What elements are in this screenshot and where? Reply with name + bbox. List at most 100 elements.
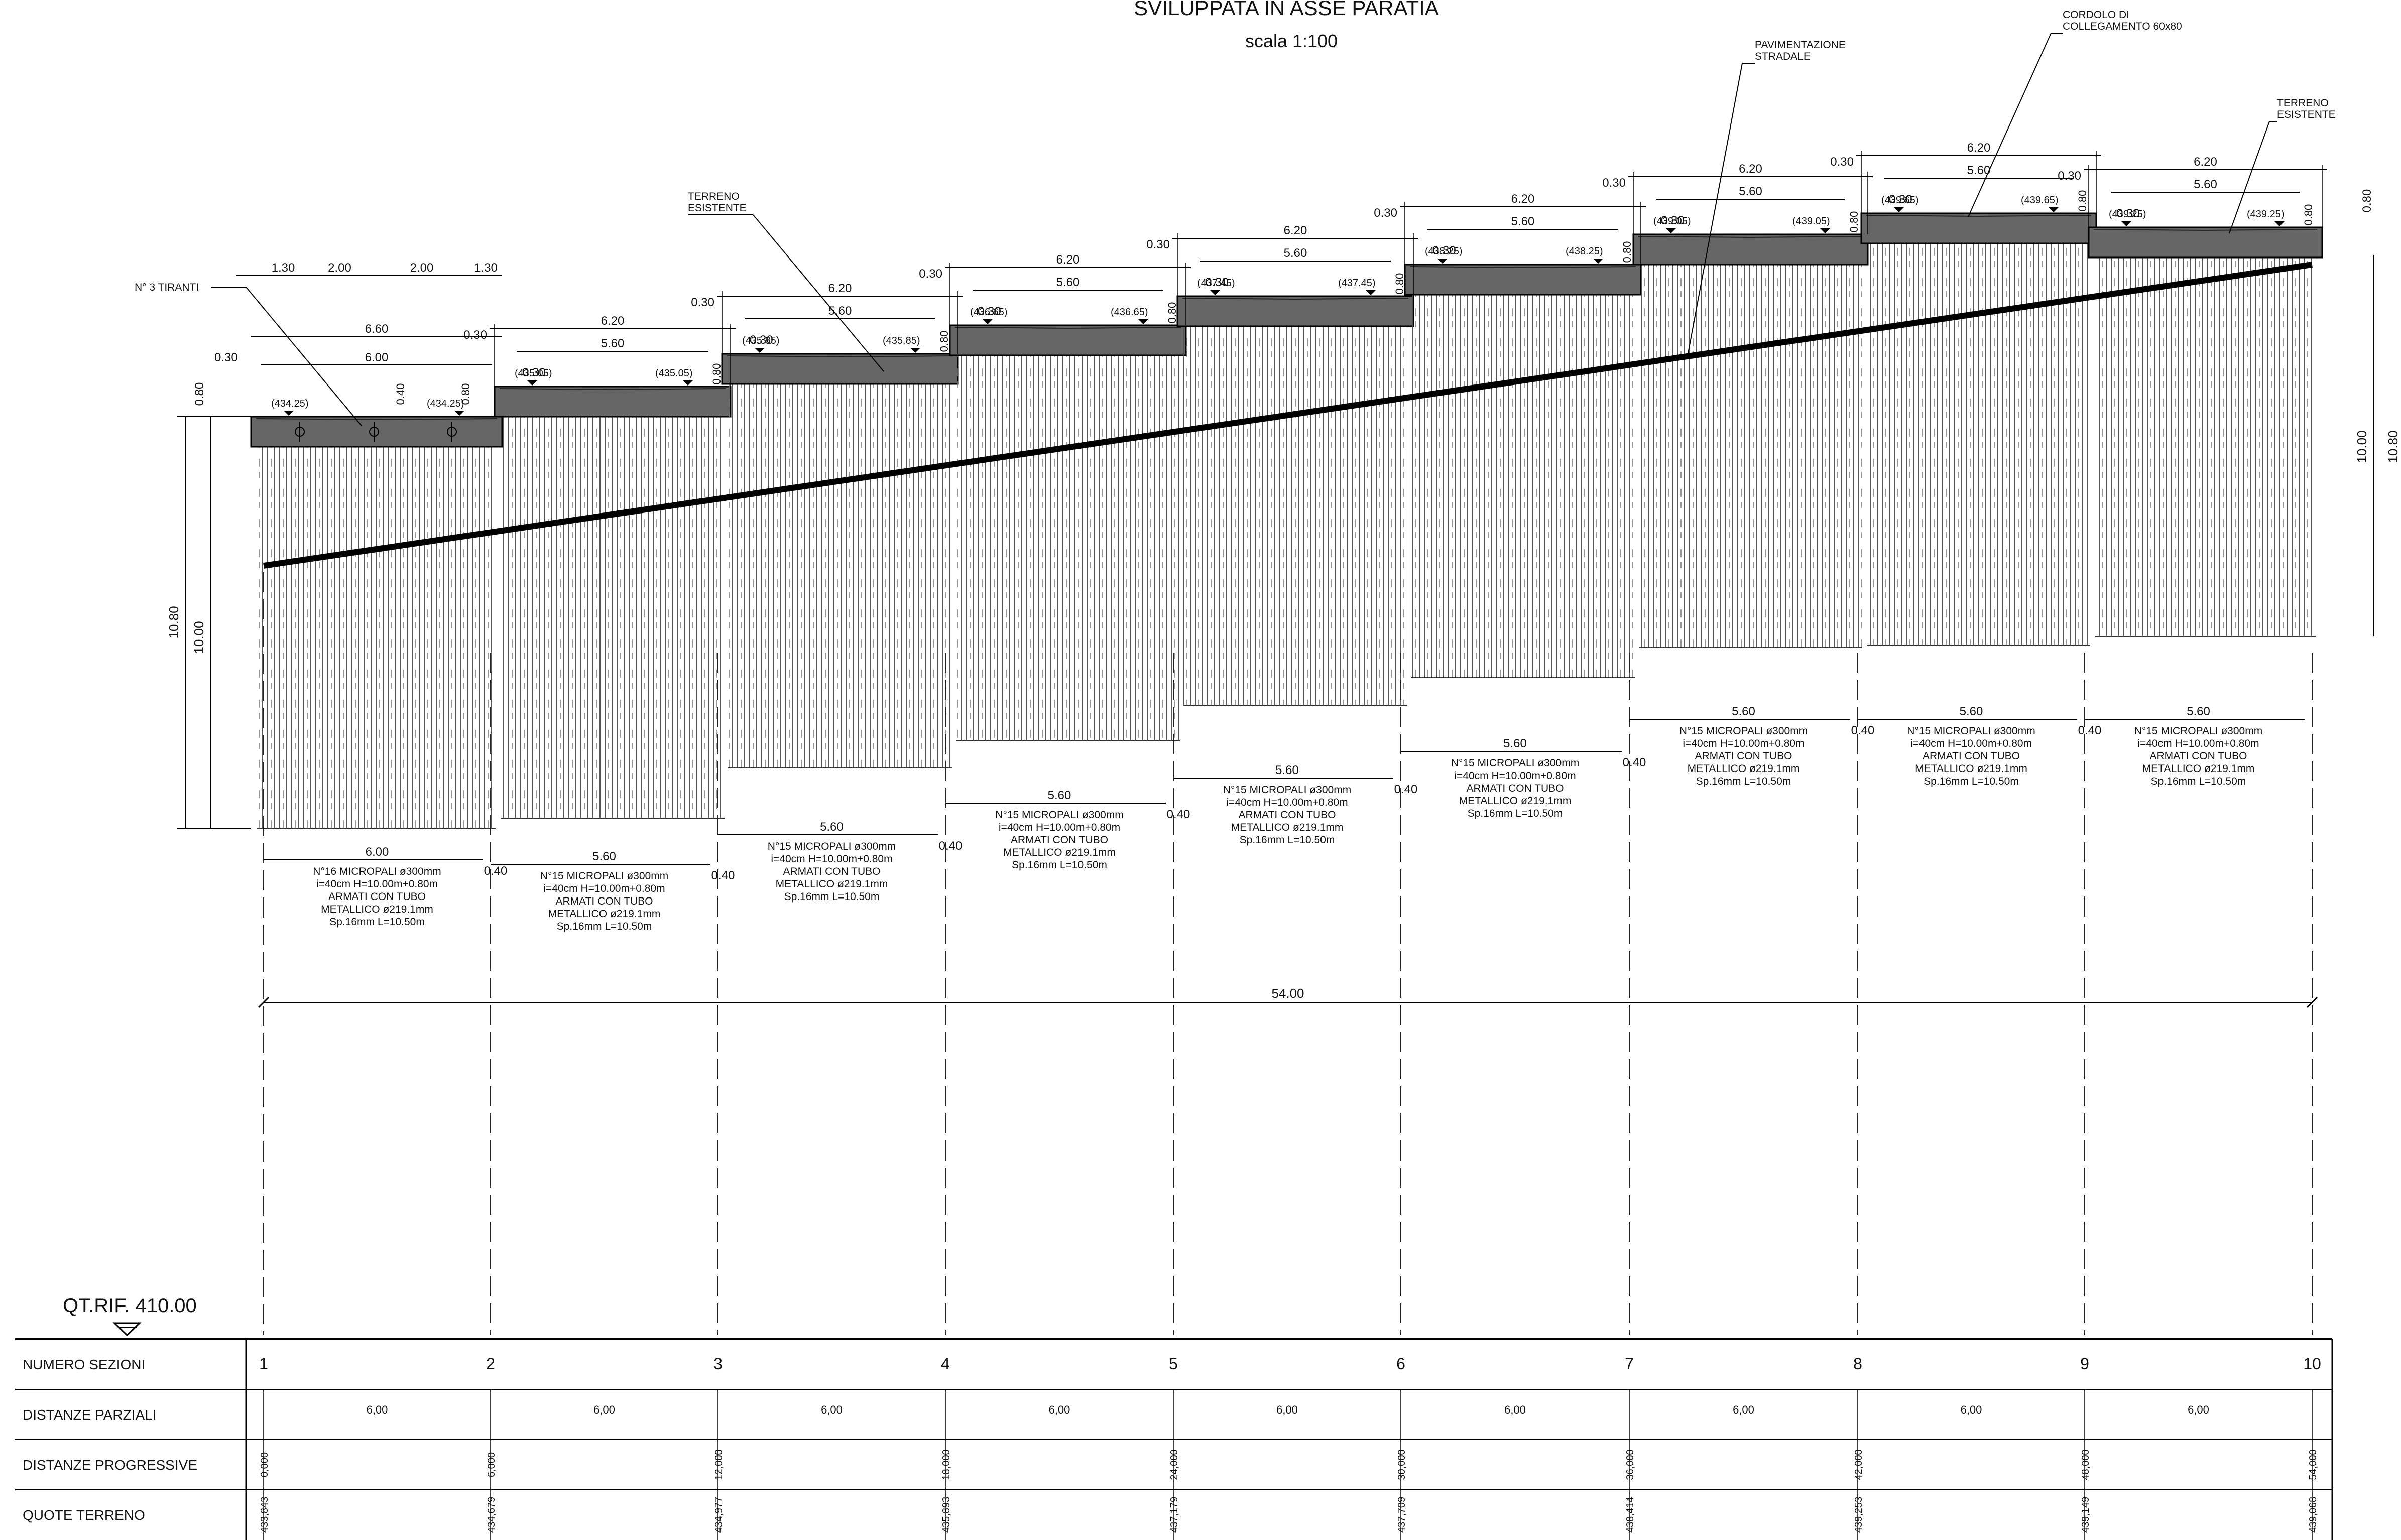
inner-dimension-label: 5.60 xyxy=(1284,246,1307,260)
cordolo-line2: COLLEGAMENTO 60x80 xyxy=(2063,21,2182,32)
table-row-header: QUOTE TERRENO xyxy=(23,1507,145,1523)
partial-distance: 6,00 xyxy=(1961,1403,1982,1416)
height-dimension-label: 0.80 xyxy=(1621,241,1633,263)
edge-dimension-label: 0.30 xyxy=(2058,169,2081,183)
capping-beam xyxy=(721,353,959,385)
micropile-note: ARMATI CON TUBO xyxy=(555,895,653,907)
height-dimension-label: 0.80 xyxy=(1166,302,1178,324)
road-pavement xyxy=(2093,229,2318,231)
edge-dimension-label: 0.30 xyxy=(978,305,1001,318)
ground-elevation: 439,149 xyxy=(2080,1497,2091,1533)
inner-dimension-label: 5.60 xyxy=(1056,276,1080,289)
micropile-array xyxy=(1411,295,1635,678)
micropile-note: N°15 MICROPALI ø300mm xyxy=(1679,725,1808,737)
wall-segment-5: (437.45) (437.45) xyxy=(1176,278,1414,706)
progressive-distance: 24,000 xyxy=(1169,1449,1180,1480)
ground-elevation: 439,068 xyxy=(2308,1497,2319,1533)
elevation-label: (435.85) xyxy=(742,335,780,346)
segment-length-label: 6.00 xyxy=(366,845,389,859)
ground-slope-line xyxy=(263,262,2313,569)
outer-dimension-label: 6.20 xyxy=(1967,141,1991,155)
elevation-label: (439.05) xyxy=(1792,216,1830,227)
height-total-label: 10.80 xyxy=(166,606,181,638)
edge-dimension-label: 0.30 xyxy=(2116,207,2140,220)
edge-dimension-label: 0.30 xyxy=(463,328,487,342)
terreno-right-line1: TERRENO xyxy=(2277,97,2329,109)
height-right-total: 10.80 xyxy=(2385,430,2400,463)
progressive-distance: 12,000 xyxy=(713,1449,725,1480)
elevation-marker-icon xyxy=(1820,228,1830,233)
elevation-marker-icon xyxy=(683,380,693,386)
inner-dimension-label: 5.60 xyxy=(1739,185,1762,198)
micropile-note: i=40cm H=10.00m+0.80m xyxy=(999,822,1120,833)
micropile-note: ARMATI CON TUBO xyxy=(1238,809,1336,821)
micropile-note: N°15 MICROPALI ø300mm xyxy=(1451,757,1579,769)
segment-length-label: 5.60 xyxy=(1503,737,1527,750)
micropile-note: ARMATI CON TUBO xyxy=(1923,750,2020,762)
elevation-marker-icon xyxy=(1666,228,1676,233)
capping-beam xyxy=(1176,295,1414,327)
inner-dimension-label: 5.60 xyxy=(828,304,852,318)
road-pavement xyxy=(1866,215,2092,217)
height-dimension-label: 0.80 xyxy=(938,331,950,352)
micropile-note: N°15 MICROPALI ø300mm xyxy=(1223,784,1351,796)
road-pavement xyxy=(1638,236,1863,238)
micropile-note: METALLICO ø219.1mm xyxy=(776,878,888,890)
elevation-label: (437.45) xyxy=(1338,278,1376,289)
parts-dimension-label: 2.00 xyxy=(410,261,434,275)
ground-elevation: 437,179 xyxy=(1169,1497,1180,1533)
first-segment-dimensions: 1.30 2.00 2.00 1.30 6.60 6.00 0.30 0.40 0.80 xyxy=(214,261,502,442)
micropile-note: METALLICO ø219.1mm xyxy=(1003,847,1116,858)
qt-rif-label: QT.RIF. 410.00 xyxy=(63,1295,197,1317)
first-anchor-height: 0.40 xyxy=(394,383,407,405)
profile-table: NUMERO SEZIONI DISTANZE PARZIALI DISTANZE … xyxy=(15,1338,2333,1540)
first-height-label: 0.80 xyxy=(459,383,472,405)
wall-segment-7: (439.05) (439.05) xyxy=(1632,216,1869,648)
right-height-dimensions: 10.00 0.80 10.80 xyxy=(2354,189,2400,636)
total-length-label: 54.00 xyxy=(1271,986,1304,1001)
edge-dimension-label: 0.30 xyxy=(1661,214,1685,227)
wall-segment-4: (436.65) (436.65) xyxy=(949,307,1187,741)
elevation-marker-icon xyxy=(527,380,537,386)
micropile-note: ARMATI CON TUBO xyxy=(783,866,880,877)
section-number: 3 xyxy=(713,1355,723,1373)
outer-dimension-label: 6.20 xyxy=(1284,224,1307,237)
micropile-note: ARMATI CON TUBO xyxy=(1695,750,1792,762)
elevation-label: (434.25) xyxy=(271,398,309,409)
edge-dimension-label: 0.30 xyxy=(919,267,942,281)
progressive-distance: 30,000 xyxy=(1396,1449,1407,1480)
outer-dimension-label: 6.20 xyxy=(1056,253,1080,267)
gap-label: 0.40 xyxy=(2078,724,2102,737)
capping-beam xyxy=(494,386,732,418)
height-right-label: 10.00 xyxy=(2354,430,2369,463)
table-row-header: DISTANZE PROGRESSIVE xyxy=(23,1457,197,1473)
elevation-label: (435.05) xyxy=(655,368,693,379)
annotation-pavimentazione: PAVIMENTAZIONE STRADALE xyxy=(1687,39,1846,359)
elevation-marker-icon xyxy=(2121,221,2131,226)
wall-segment-8: (439.65) (439.65) xyxy=(1860,195,2097,646)
section-number: 6 xyxy=(1396,1355,1405,1373)
parts-dimension-label: 2.00 xyxy=(328,261,351,275)
wall-segment-1: (434.25) (434.25) xyxy=(250,398,503,829)
outer-dimension-label: 6.20 xyxy=(2194,155,2217,169)
height-right-cap: 0.80 xyxy=(2360,189,2374,213)
height-dimension-label: 0.80 xyxy=(710,363,723,385)
ground-elevation: 437,709 xyxy=(1396,1497,1407,1533)
partial-distance: 6,00 xyxy=(2188,1403,2209,1416)
micropile-note: i=40cm H=10.00m+0.80m xyxy=(2137,738,2259,749)
elevation-marker-icon xyxy=(1210,290,1220,295)
section-number: 1 xyxy=(259,1355,268,1373)
segment-length-label: 5.60 xyxy=(1960,705,1983,718)
left-height-dimensions: 10.80 10.00 0.80 xyxy=(166,382,251,829)
partial-distance: 6,00 xyxy=(1049,1403,1070,1416)
partial-distance: 6,00 xyxy=(593,1403,615,1416)
micropile-note: Sp.16mm L=10.50m xyxy=(1468,808,1563,819)
edge-dimension-label: 0.30 xyxy=(1205,276,1229,289)
table-row-header: DISTANZE PARZIALI xyxy=(23,1407,157,1423)
edge-dimension-label: 0.30 xyxy=(1374,206,1397,220)
micropile-note: Sp.16mm L=10.50m xyxy=(2151,776,2246,787)
elevation-label: (435.85) xyxy=(883,335,920,346)
segment-length-label: 5.60 xyxy=(1732,705,1755,718)
